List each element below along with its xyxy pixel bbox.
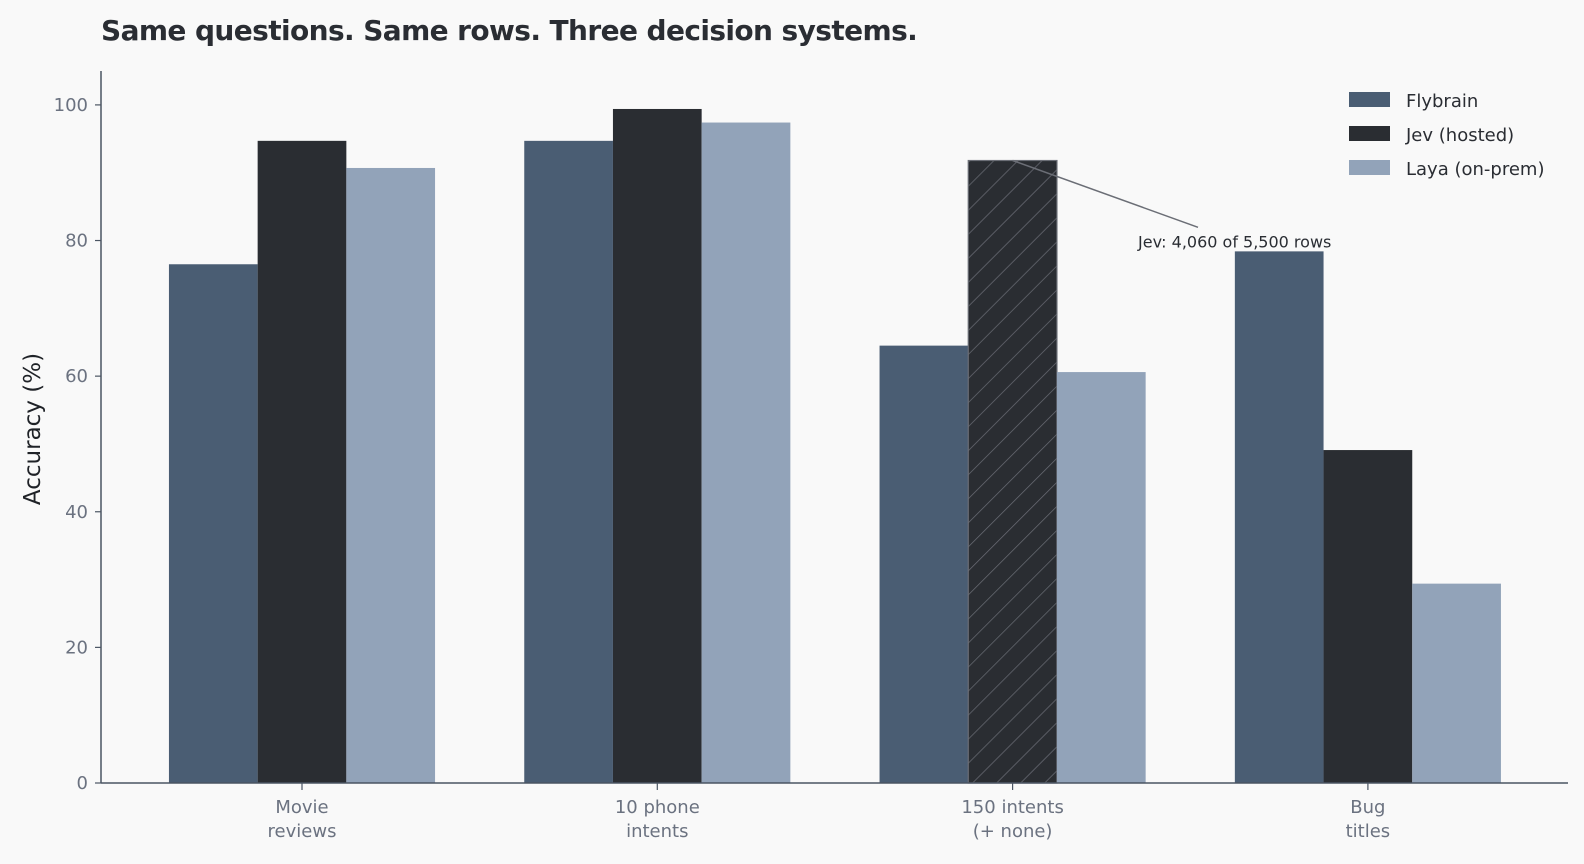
bar-hatch-overlay bbox=[967, 159, 1058, 784]
y-tick-label: 0 bbox=[77, 773, 88, 794]
bar bbox=[524, 140, 613, 783]
bar bbox=[1056, 372, 1146, 783]
bar bbox=[168, 264, 258, 783]
x-tick-label-line: 10 phone bbox=[615, 797, 700, 818]
legend-swatch bbox=[1349, 126, 1390, 141]
x-tick-label: 10 phone intents bbox=[615, 797, 700, 842]
y-tick-label: 40 bbox=[65, 502, 88, 523]
chart-title: Same questions. Same rows. Three decisio… bbox=[101, 14, 918, 47]
legend-swatch bbox=[1349, 92, 1390, 107]
x-tick-label-line: 150 intents bbox=[961, 797, 1063, 818]
bar bbox=[257, 140, 347, 783]
x-tick-label: Bug titles bbox=[1346, 797, 1391, 842]
x-tick-label-line: intents bbox=[626, 821, 688, 842]
bar bbox=[346, 167, 436, 783]
legend: Flybrain Jev (hosted) Laya (on-prem) bbox=[1349, 91, 1544, 180]
y-tick-label: 100 bbox=[54, 95, 88, 116]
bar bbox=[879, 345, 969, 783]
x-tick-label-line: titles bbox=[1346, 821, 1391, 842]
bar bbox=[612, 108, 702, 784]
legend-label: Flybrain bbox=[1406, 91, 1478, 112]
x-tick-label-line: Movie bbox=[275, 797, 328, 818]
annotation-group: Jev: 4,060 of 5,500 rows bbox=[1012, 159, 1331, 251]
x-tick-label: Movie reviews bbox=[268, 797, 337, 842]
x-tick-label-line: (+ none) bbox=[973, 821, 1053, 842]
x-tick-label: 150 intents (+ none) bbox=[961, 797, 1063, 842]
y-axis-label: Accuracy (%) bbox=[20, 353, 46, 505]
x-tick-label-line: reviews bbox=[268, 821, 337, 842]
y-tick-label: 20 bbox=[65, 637, 88, 658]
bars-group bbox=[168, 108, 1501, 784]
bar bbox=[1234, 251, 1324, 783]
y-tick-label: 60 bbox=[65, 366, 88, 387]
bar bbox=[1323, 450, 1413, 783]
axes-group: 0 20 40 60 80 100 Accuracy (%) Movie reviews 10 p… bbox=[20, 71, 1568, 842]
bar bbox=[701, 122, 791, 784]
legend-swatch bbox=[1349, 160, 1390, 175]
legend-label: Laya (on-prem) bbox=[1406, 159, 1544, 180]
y-tick-label: 80 bbox=[65, 231, 88, 252]
legend-label: Jev (hosted) bbox=[1405, 125, 1514, 146]
bar bbox=[1412, 583, 1501, 783]
annotation-line bbox=[1012, 159, 1199, 229]
annotation-label: Jev: 4,060 of 5,500 rows bbox=[1137, 232, 1331, 251]
x-tick-label-line: Bug bbox=[1350, 797, 1385, 818]
